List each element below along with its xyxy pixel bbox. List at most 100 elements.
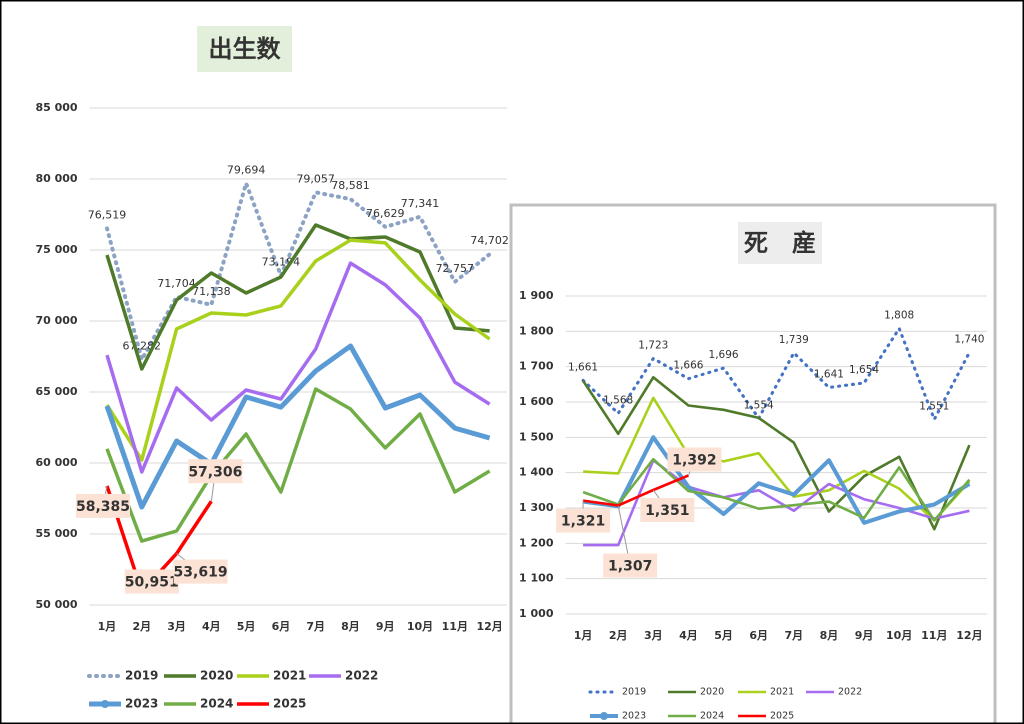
x-tick-label: 10月 [886, 629, 912, 642]
data-label-box [556, 508, 611, 533]
x-tick-label: 6月 [272, 620, 291, 633]
data-label: 1,351 [645, 503, 689, 519]
series-line [583, 396, 971, 522]
chart-title: 死 産 [744, 229, 816, 257]
data-label: 1,551 [919, 400, 949, 412]
y-tick-label: 55 000 [35, 527, 77, 540]
data-label: 76,519 [88, 208, 127, 221]
data-label: 1,554 [744, 399, 774, 411]
legend-label: 2021 [770, 687, 794, 698]
x-tick-label: 7月 [306, 620, 325, 633]
data-label: 1,641 [814, 369, 844, 381]
y-tick-label: 1 800 [519, 324, 554, 337]
legend-label: 2025 [770, 711, 794, 722]
y-tick-label: 75 000 [35, 243, 77, 256]
x-tick-label: 7月 [784, 629, 803, 642]
y-tick-label: 50 000 [35, 598, 77, 611]
chart-panel [509, 203, 997, 724]
x-tick-label: 3月 [644, 629, 663, 642]
data-label: 1,661 [568, 361, 598, 373]
x-tick-label: 11月 [921, 629, 947, 642]
data-label-box [124, 569, 179, 594]
y-tick-label: 1 600 [519, 395, 554, 408]
data-label-box [188, 459, 243, 484]
legend-label: 2023 [125, 697, 158, 711]
series-line [105, 176, 492, 365]
y-tick-label: 1 900 [519, 289, 554, 302]
y-tick-label: 80 000 [35, 172, 77, 185]
data-label: 57,306 [188, 464, 242, 480]
legend-label: 2025 [273, 697, 306, 711]
title-box [197, 26, 292, 72]
y-tick-label: 1 300 [519, 501, 554, 514]
x-tick-label: 9月 [376, 620, 395, 633]
series-line [105, 387, 491, 543]
legend-marker [101, 700, 109, 708]
legend-label: 2019 [622, 687, 646, 698]
data-label: 71,138 [192, 285, 231, 298]
data-label-box [603, 553, 658, 578]
y-tick-label: 1 500 [519, 430, 554, 443]
data-label-box [667, 447, 722, 472]
series-line [581, 325, 971, 424]
data-label: 76,629 [366, 207, 405, 220]
data-label: 78,581 [331, 179, 370, 192]
y-tick-label: 70 000 [35, 314, 77, 327]
data-label: 71,704 [157, 277, 196, 290]
series-line [582, 376, 971, 531]
legend-label: 2024 [700, 711, 724, 722]
x-tick-label: 4月 [202, 620, 221, 633]
legend-label: 2019 [125, 669, 158, 683]
data-label: 1,739 [779, 334, 809, 346]
y-tick-label: 1 400 [519, 466, 554, 479]
data-label: 50,951 [125, 574, 179, 590]
data-label: 1,808 [884, 310, 914, 322]
legend-label: 2020 [200, 669, 233, 683]
series-line [105, 238, 491, 462]
y-tick-label: 85 000 [35, 101, 77, 114]
series-line [582, 435, 971, 525]
x-tick-label: 2月 [132, 620, 151, 633]
legend-label: 2023 [622, 711, 646, 722]
x-tick-label: 10月 [407, 620, 433, 633]
x-tick-label: 9月 [855, 629, 874, 642]
data-label: 1,723 [638, 340, 668, 352]
series-line [582, 457, 971, 522]
data-label: 1,307 [608, 559, 652, 575]
data-label: 1,740 [954, 334, 984, 346]
data-label: 77,341 [401, 197, 440, 210]
series-line [105, 223, 490, 371]
data-label: 1,696 [709, 349, 739, 361]
x-tick-label: 1月 [574, 629, 593, 642]
x-tick-label: 3月 [167, 620, 186, 633]
y-tick-label: 65 000 [35, 385, 77, 398]
series-line [105, 261, 491, 474]
x-tick-label: 12月 [956, 629, 982, 642]
x-tick-label: 5月 [237, 620, 256, 633]
x-tick-label: 8月 [341, 620, 360, 633]
x-tick-label: 4月 [679, 629, 698, 642]
data-label: 1,392 [672, 452, 716, 468]
data-label: 1,666 [673, 360, 703, 372]
series-line [104, 343, 491, 510]
title-box [738, 222, 822, 264]
data-label-box [640, 497, 695, 522]
data-label: 79,057 [296, 172, 335, 185]
chart-title: 出生数 [209, 35, 282, 63]
data-label: 79,694 [227, 163, 266, 176]
data-label: 1,654 [849, 364, 879, 376]
data-label: 53,619 [174, 565, 228, 581]
data-label-box [75, 493, 130, 518]
legend-label: 2024 [200, 697, 233, 711]
legend-label: 2021 [273, 669, 306, 683]
data-label: 1,568 [603, 394, 633, 406]
data-label: 74,702 [470, 234, 509, 247]
x-tick-label: 12月 [476, 620, 502, 633]
y-tick-label: 1 000 [519, 607, 554, 620]
legend-label: 2022 [838, 687, 862, 698]
series-line [582, 474, 689, 507]
legend-marker [600, 712, 608, 720]
x-tick-label: 11月 [442, 620, 468, 633]
x-tick-label: 5月 [714, 629, 733, 642]
data-label-box [173, 559, 228, 584]
